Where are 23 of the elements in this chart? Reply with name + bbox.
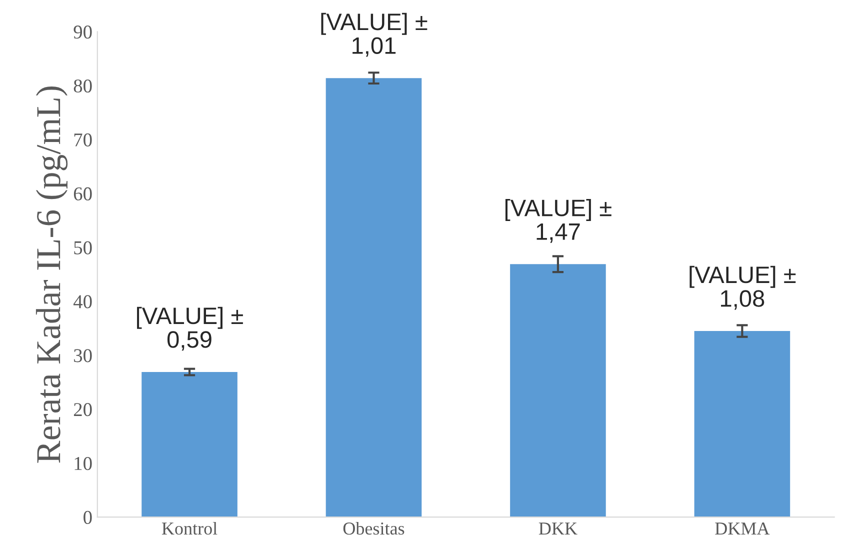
annotation: [VALUE] ± 1,01	[321, 12, 428, 57]
bar	[326, 78, 422, 518]
y-tick-label: 80	[74, 79, 92, 93]
bar	[510, 264, 606, 518]
annotation: [VALUE] ± 1,47	[505, 198, 612, 243]
bar	[694, 331, 790, 518]
annotation: [VALUE] ± 0,59	[137, 306, 243, 351]
x-tick-label: Obesitas	[343, 522, 404, 535]
y-tick-label: 20	[74, 403, 92, 416]
y-tick-label: 30	[74, 349, 92, 362]
annotation: [VALUE] ± 1,08	[690, 266, 796, 310]
y-tick-label: 10	[74, 456, 92, 470]
y-tick-label: 60	[74, 187, 92, 200]
x-tick-label: DKK	[538, 522, 578, 535]
y-tick-label: 40	[73, 295, 92, 308]
y-tick-label: 50	[74, 241, 92, 254]
y-tick-label: 90	[74, 26, 92, 39]
y-tick-label: 70	[74, 133, 92, 146]
bar	[142, 372, 238, 518]
y-axis-title: Rerata Kadar IL-6 (pg/mL)	[36, 86, 68, 463]
x-tick-label: DKMA	[715, 522, 770, 535]
y-tick-label: 0	[84, 510, 92, 524]
x-tick-label: Kontrol	[162, 522, 218, 535]
